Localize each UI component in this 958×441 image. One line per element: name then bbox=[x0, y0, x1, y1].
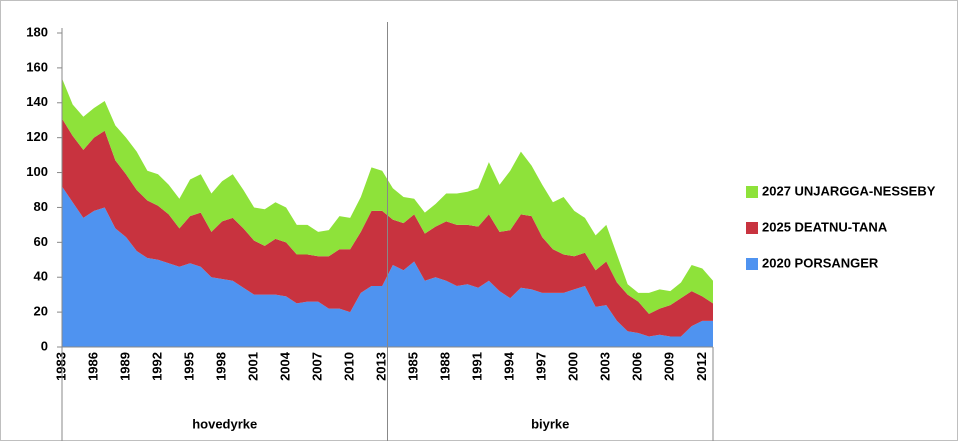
x-tick-label: 1988 bbox=[438, 352, 453, 381]
x-tick-label: 1998 bbox=[214, 352, 229, 381]
y-tick-label: 100 bbox=[26, 164, 48, 179]
x-tick-label: 1983 bbox=[53, 352, 68, 381]
legend-label: 2025 DEATNU-TANA bbox=[762, 219, 888, 234]
y-tick-label: 60 bbox=[34, 234, 48, 249]
y-tick-label: 20 bbox=[34, 304, 48, 319]
x-tick-label: 2009 bbox=[662, 352, 677, 381]
group-label: hovedyrke bbox=[192, 416, 257, 431]
x-tick-label: 1995 bbox=[182, 352, 197, 381]
area bbox=[62, 186, 713, 347]
y-tick-label: 180 bbox=[26, 24, 48, 39]
x-tick-label: 1992 bbox=[149, 352, 164, 381]
group-label: biyrke bbox=[531, 416, 569, 431]
x-tick-label: 2010 bbox=[342, 352, 357, 381]
x-tick-label: 2013 bbox=[374, 352, 389, 381]
y-tick-label: 40 bbox=[34, 269, 48, 284]
x-tick-label: 2000 bbox=[566, 352, 581, 381]
legend-swatch bbox=[746, 186, 758, 198]
x-tick-label: 1986 bbox=[85, 352, 100, 381]
legend-label: 2020 PORSANGER bbox=[762, 255, 879, 270]
x-tick-label: 2001 bbox=[246, 352, 261, 381]
x-tick-label: 2007 bbox=[310, 352, 325, 381]
x-tick-label: 1997 bbox=[534, 352, 549, 381]
legend-swatch bbox=[746, 258, 758, 270]
legend-label: 2027 UNJARGGA-NESSEBY bbox=[762, 183, 936, 198]
x-tick-label: 1989 bbox=[117, 352, 132, 381]
y-tick-label: 120 bbox=[26, 129, 48, 144]
y-tick-label: 140 bbox=[26, 94, 48, 109]
x-tick-label: 2012 bbox=[694, 352, 709, 381]
x-tick-label: 1991 bbox=[470, 352, 485, 381]
x-tick-label: 2006 bbox=[630, 352, 645, 381]
x-tick-label: 1985 bbox=[406, 352, 421, 381]
legend-swatch bbox=[746, 222, 758, 234]
y-tick-label: 0 bbox=[41, 338, 48, 353]
x-tick-label: 2003 bbox=[598, 352, 613, 381]
x-tick-label: 2004 bbox=[278, 351, 293, 381]
x-tick-label: 1994 bbox=[502, 351, 517, 381]
y-tick-label: 80 bbox=[34, 199, 48, 214]
y-tick-label: 160 bbox=[26, 59, 48, 74]
